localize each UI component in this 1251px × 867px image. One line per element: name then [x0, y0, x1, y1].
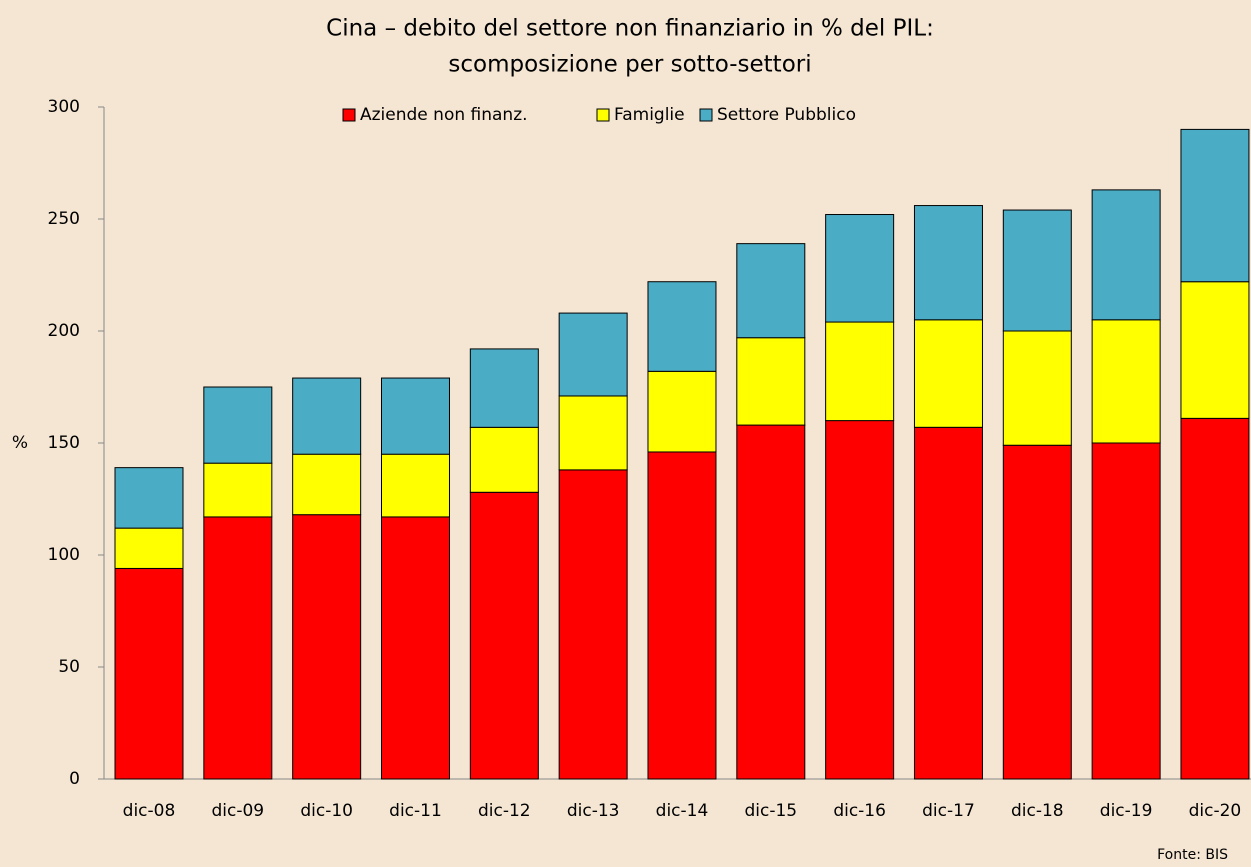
x-tick-label: dic-14	[656, 801, 709, 821]
bar-segment	[469, 426, 539, 493]
bar-segment	[292, 514, 362, 780]
x-tick-label: dic-11	[389, 801, 442, 821]
bar-segment	[558, 312, 628, 397]
bar-segment	[1180, 128, 1250, 283]
source-note: Fonte: BIS	[1157, 847, 1228, 863]
bar-segment	[292, 377, 362, 455]
bar-segment	[1091, 189, 1161, 321]
y-tick-label: 0	[69, 769, 80, 789]
chart-subtitle: scomposizione per sotto-settori	[448, 52, 811, 78]
y-tick-label: 100	[48, 545, 80, 565]
chart-title: Cina – debito del settore non finanziari…	[326, 16, 934, 42]
bar-segment	[1180, 417, 1250, 780]
bar-segment	[203, 516, 273, 780]
x-tick-label: dic-08	[123, 801, 176, 821]
y-tick-label: 50	[58, 657, 80, 677]
x-tick-label: dic-09	[212, 801, 265, 821]
bar-segment	[1091, 319, 1161, 444]
bar-segment	[380, 377, 450, 455]
bar-segment	[913, 426, 983, 780]
bar-segment	[1002, 330, 1072, 446]
y-tick-label: 200	[48, 321, 80, 341]
legend-swatch	[596, 108, 610, 122]
bar-segment	[1091, 442, 1161, 780]
legend-label: Aziende non finanz.	[360, 105, 528, 125]
bar-segment	[114, 527, 184, 569]
x-tick-label: dic-20	[1189, 801, 1242, 821]
bar-segment	[736, 337, 806, 426]
bar-segment	[292, 453, 362, 516]
bar-segment	[380, 516, 450, 780]
bar-segment	[647, 281, 717, 372]
bar-segment	[203, 386, 273, 464]
bar-segment	[1180, 281, 1250, 419]
x-tick-label: dic-19	[1100, 801, 1153, 821]
bar-segment	[913, 319, 983, 428]
x-tick-label: dic-17	[922, 801, 975, 821]
x-tick-label: dic-12	[478, 801, 531, 821]
bar-segment	[469, 348, 539, 428]
bar-segment	[736, 424, 806, 780]
bar-segment	[647, 451, 717, 780]
legend-swatch	[699, 108, 713, 122]
bar-segment	[114, 467, 184, 529]
bar-segment	[469, 491, 539, 780]
bar-segment	[558, 395, 628, 471]
bar-segment	[203, 462, 273, 518]
x-tick-label: dic-10	[300, 801, 353, 821]
y-tick-label: 300	[48, 97, 80, 117]
legend-label: Famiglie	[614, 105, 685, 125]
bar-segment	[825, 321, 895, 422]
bar-segment	[913, 205, 983, 321]
x-tick-label: dic-15	[744, 801, 797, 821]
x-tick-label: dic-16	[833, 801, 886, 821]
bar-segment	[114, 567, 184, 780]
bar-segment	[825, 420, 895, 780]
legend-swatch	[342, 108, 356, 122]
y-axis-label: %	[12, 433, 28, 453]
bar-segment	[1002, 444, 1072, 780]
bar-segment	[647, 370, 717, 453]
bar-segment	[825, 214, 895, 323]
y-tick-label: 250	[48, 209, 80, 229]
bar-segment	[1002, 209, 1072, 332]
x-tick-label: dic-18	[1011, 801, 1064, 821]
bar-segment	[380, 453, 450, 518]
bar-segment	[558, 469, 628, 780]
x-tick-label: dic-13	[567, 801, 620, 821]
y-tick-label: 150	[48, 433, 80, 453]
bar-segment	[736, 243, 806, 339]
legend-label: Settore Pubblico	[717, 105, 856, 125]
